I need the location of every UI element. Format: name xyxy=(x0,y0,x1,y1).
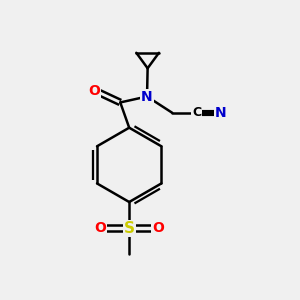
Text: S: S xyxy=(124,221,135,236)
Text: O: O xyxy=(94,221,106,235)
Text: C: C xyxy=(192,106,201,119)
Text: N: N xyxy=(141,89,153,103)
Text: N: N xyxy=(215,106,227,120)
Text: O: O xyxy=(152,221,164,235)
Text: O: O xyxy=(88,84,100,98)
